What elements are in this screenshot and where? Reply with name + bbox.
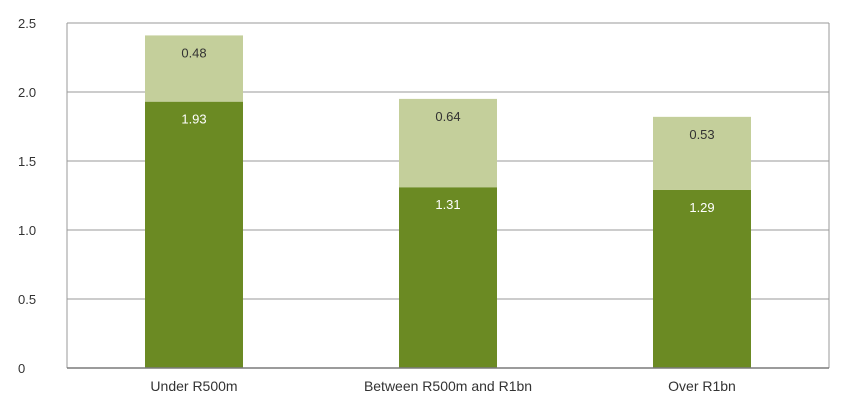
bar-segment bbox=[653, 116, 751, 190]
bar-segment bbox=[145, 35, 243, 102]
x-category-label: Over R1bn bbox=[668, 378, 736, 394]
data-label: 1.31 bbox=[435, 197, 460, 212]
axes bbox=[66, 22, 830, 369]
y-tick-label: 2.5 bbox=[18, 16, 36, 31]
y-tick-label: 1.5 bbox=[18, 154, 36, 169]
bar-segment bbox=[145, 101, 243, 368]
data-label: 0.53 bbox=[689, 127, 714, 142]
x-category-label: Under R500m bbox=[150, 378, 237, 394]
x-category-label: Between R500m and R1bn bbox=[364, 378, 532, 394]
y-tick-label: 1.0 bbox=[18, 223, 36, 238]
bars bbox=[145, 35, 751, 368]
data-label: 0.64 bbox=[435, 109, 460, 124]
labels: 0 0.5 1.0 1.5 2.0 2.5 1.93 0.48 Under R500m 1.31 0… bbox=[18, 16, 736, 394]
data-label: 1.93 bbox=[181, 112, 206, 127]
bar-segment bbox=[399, 98, 497, 188]
y-tick-label: 0.5 bbox=[18, 292, 36, 307]
data-label: 1.29 bbox=[689, 200, 714, 215]
data-label: 0.48 bbox=[181, 45, 206, 60]
y-tick-label: 2.0 bbox=[18, 85, 36, 100]
y-tick-label: 0 bbox=[18, 361, 25, 376]
bar-segment bbox=[653, 189, 751, 368]
bar-segment bbox=[399, 187, 497, 368]
